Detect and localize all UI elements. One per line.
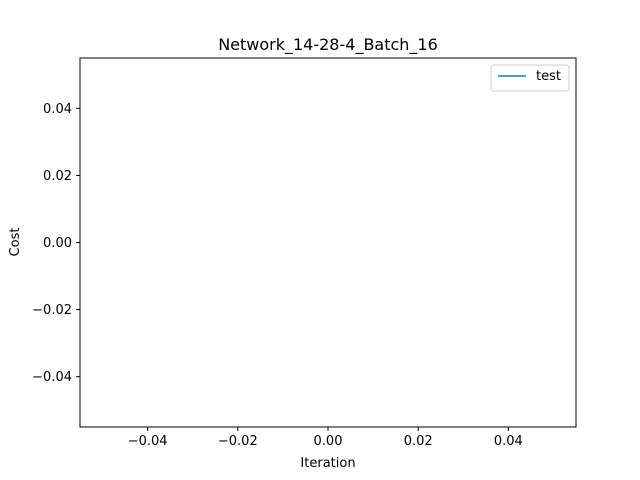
y-tick-label: 0.00: [43, 236, 72, 251]
y-axis-label: Cost: [8, 228, 23, 257]
x-tick-label: 0.02: [404, 434, 433, 449]
legend-box: [490, 64, 570, 92]
x-tick-label: −0.02: [218, 434, 258, 449]
y-axis-ticks: −0.04 −0.02 0.00 0.02 0.04: [32, 102, 80, 385]
legend: test: [490, 64, 570, 92]
x-axis-label: Iteration: [300, 456, 355, 471]
chart-title: Network_14-28-4_Batch_16: [218, 35, 438, 55]
y-tick-label: 0.04: [43, 102, 72, 117]
y-tick-label: −0.04: [32, 370, 72, 385]
plot-area: [80, 58, 576, 427]
x-tick-label: 0.04: [494, 434, 523, 449]
x-axis-ticks: −0.04 −0.02 0.00 0.02 0.04: [128, 427, 523, 449]
legend-label-test: test: [536, 69, 561, 84]
x-tick-label: 0.00: [314, 434, 343, 449]
plot-frame: [79, 57, 577, 428]
y-tick-label: −0.02: [32, 303, 72, 318]
y-tick-label: 0.02: [43, 169, 72, 184]
x-tick-label: −0.04: [128, 434, 168, 449]
